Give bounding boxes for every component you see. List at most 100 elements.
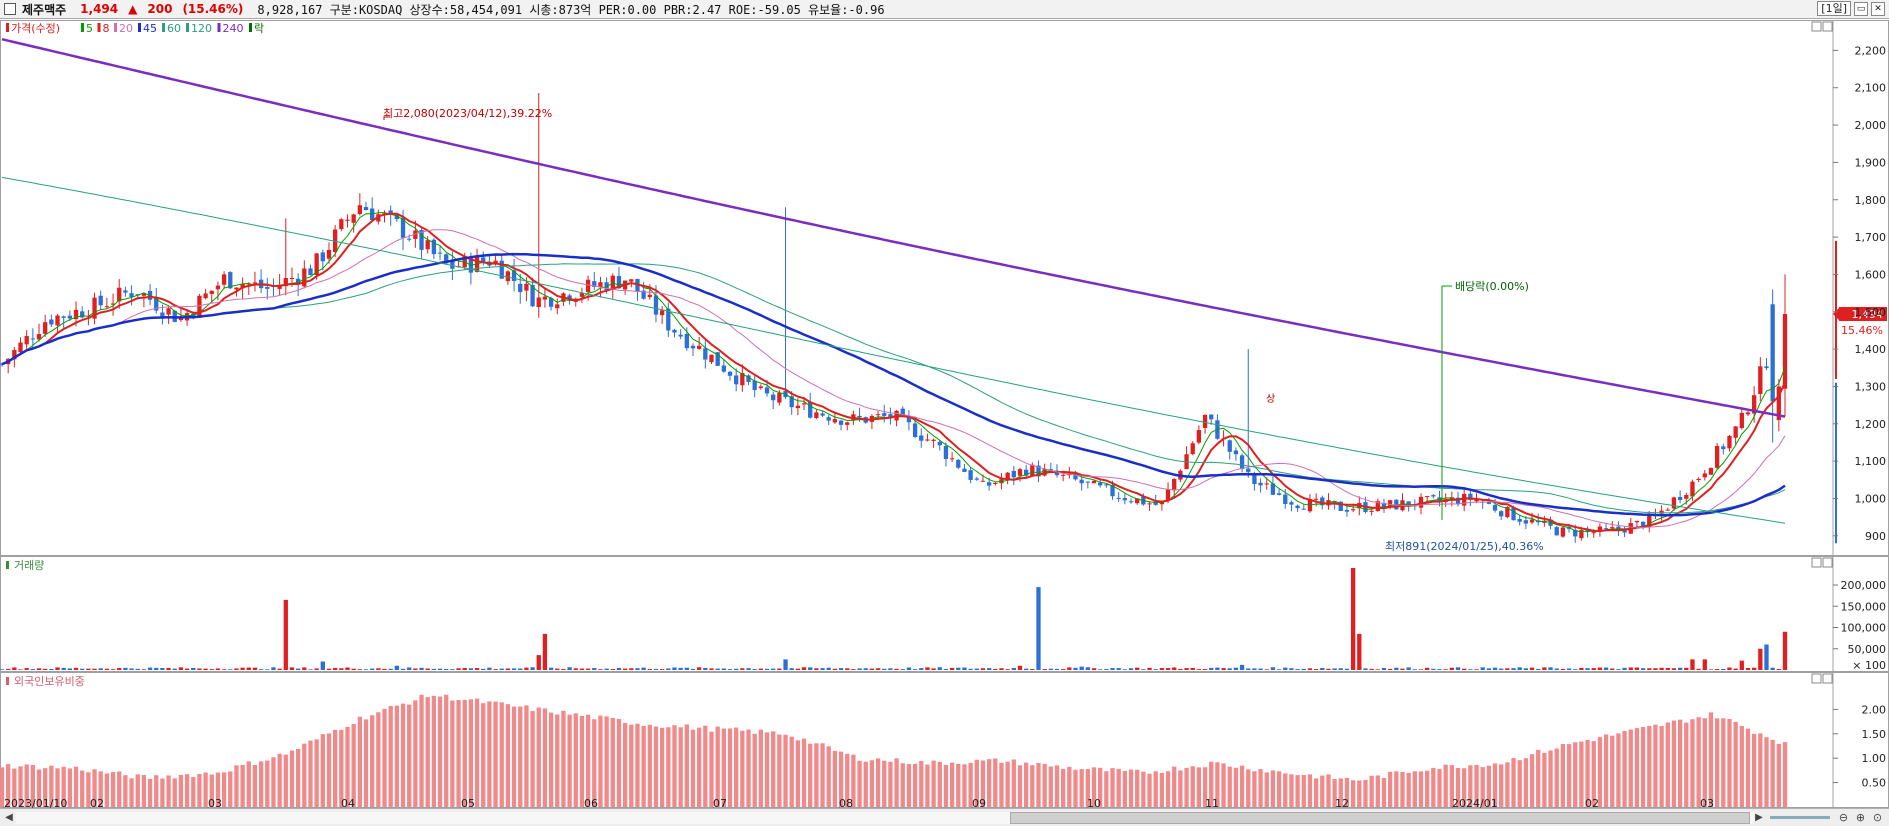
- zoom-in-icon[interactable]: ⊕: [1855, 811, 1866, 824]
- foreign-bar: [110, 772, 116, 807]
- minimize-icon[interactable]: ▭: [1854, 1, 1868, 16]
- foreign-bar: [1357, 780, 1362, 807]
- foreign-bar: [1782, 742, 1788, 807]
- volume-bar: [1462, 668, 1467, 670]
- foreign-bar: [1486, 765, 1492, 807]
- foreign-bar: [55, 768, 60, 807]
- scroll-thumb[interactable]: [1010, 812, 1750, 824]
- volume-bar: [1566, 668, 1572, 670]
- x-axis-label: 12: [1335, 797, 1349, 808]
- current-price-label: 1,494: [1852, 308, 1884, 321]
- stock-chart[interactable]: 가격(수정) 5 8 20 45 60 120 240 락최고2,080(2023/04/12)…: [0, 20, 1889, 808]
- volume-bar: [1634, 667, 1640, 670]
- candle-body: [703, 348, 708, 360]
- foreign-bar: [265, 760, 270, 807]
- candle-body: [1468, 493, 1473, 500]
- candle-body: [1573, 529, 1578, 537]
- candle-body: [801, 403, 807, 405]
- candle-body: [1017, 469, 1023, 476]
- volume-bar: [6, 668, 11, 670]
- candle-body: [1770, 304, 1775, 402]
- foreign-bar: [437, 696, 443, 807]
- foreign-bar: [1172, 766, 1177, 807]
- legend-swatch: [97, 23, 101, 32]
- volume-bar: [339, 668, 344, 670]
- candle-body: [1647, 515, 1652, 528]
- volume-bar: [832, 668, 838, 670]
- candle-body: [1233, 450, 1239, 455]
- foreign-bar: [1387, 771, 1393, 807]
- close-icon[interactable]: ✕: [1871, 1, 1885, 16]
- foreign-bar: [555, 714, 560, 807]
- candle-body: [678, 334, 683, 337]
- x-axis-label: 03: [1700, 797, 1714, 808]
- volume-bar: [1468, 669, 1473, 670]
- volume-bar: [1110, 668, 1115, 670]
- volume-bar: [1178, 668, 1183, 670]
- candle-body: [1671, 497, 1677, 509]
- foreign-bar: [980, 760, 986, 807]
- select-checkbox[interactable]: [4, 3, 16, 15]
- candle-body: [1517, 518, 1522, 522]
- foreign-bar: [1610, 735, 1615, 807]
- volume-bar: [875, 668, 881, 670]
- candle-body: [937, 441, 942, 446]
- foreign-bar: [1597, 737, 1603, 807]
- foreign-bar: [246, 761, 251, 807]
- volume-bar: [1511, 668, 1516, 670]
- candle-body: [1659, 510, 1664, 514]
- chart-scrollbar[interactable]: ◀ ▶ ⊖ ⊕ ⊙: [0, 808, 1889, 826]
- volume-bar: [92, 668, 97, 670]
- volume-bar: [1554, 668, 1559, 670]
- volume-bar: [518, 668, 523, 670]
- volume-bar: [1344, 668, 1350, 670]
- volume-bar: [450, 669, 455, 670]
- scroll-left-icon[interactable]: ◀: [5, 812, 13, 823]
- volume-bar: [468, 668, 474, 670]
- foreign-bar: [141, 775, 147, 807]
- foreign-panel-maximize-icon: [1811, 673, 1822, 684]
- foreign-bar: [1714, 718, 1720, 807]
- volume-bar: [117, 667, 122, 670]
- legend-swatch: [81, 23, 84, 32]
- period-selector[interactable]: [1일]: [1817, 1, 1851, 16]
- price-axis-label: 1,700: [1855, 231, 1887, 244]
- foreign-bar: [1455, 767, 1461, 807]
- legend-label: 20: [119, 22, 133, 35]
- volume-bar: [666, 668, 671, 670]
- volume-bar: [425, 668, 430, 670]
- candle-body: [746, 375, 751, 382]
- foreign-bar: [592, 719, 597, 807]
- foreign-bar: [1190, 766, 1195, 807]
- candle-body: [1085, 481, 1090, 483]
- volume-bar: [1184, 668, 1189, 670]
- volume-bar: [388, 668, 393, 670]
- zoom-slider[interactable]: [1770, 816, 1830, 819]
- candle-body: [209, 290, 214, 294]
- volume-bar: [814, 668, 819, 670]
- foreign-bar: [30, 764, 36, 807]
- volume-bar: [357, 669, 362, 670]
- foreign-bar: [123, 775, 128, 807]
- foreign-bar: [1344, 777, 1350, 807]
- scroll-right-icon[interactable]: ▶: [1755, 812, 1763, 823]
- volume-bar: [1091, 668, 1097, 670]
- volume-bar: [295, 668, 301, 670]
- zoom-out-icon[interactable]: ⊖: [1838, 811, 1849, 824]
- candle-body: [1375, 501, 1380, 512]
- foreign-bar: [875, 758, 881, 807]
- foreign-bar: [919, 760, 924, 807]
- foreign-bar: [690, 729, 696, 807]
- foreign-bar: [1202, 767, 1208, 807]
- x-axis-label: 2023/01/10: [4, 797, 67, 808]
- volume-bar: [1486, 668, 1492, 670]
- candle-body: [1073, 474, 1078, 480]
- candle-body: [67, 315, 73, 319]
- foreign-ownership-panel: 외국인보유비중: [0, 675, 1788, 807]
- volume-bar: [962, 667, 967, 670]
- candle-body: [1190, 443, 1195, 455]
- foreign-bar: [351, 724, 356, 807]
- volume-bar: [252, 667, 258, 670]
- zoom-reset-icon[interactable]: ⊙: [1872, 811, 1883, 824]
- foreign-bar: [172, 778, 177, 807]
